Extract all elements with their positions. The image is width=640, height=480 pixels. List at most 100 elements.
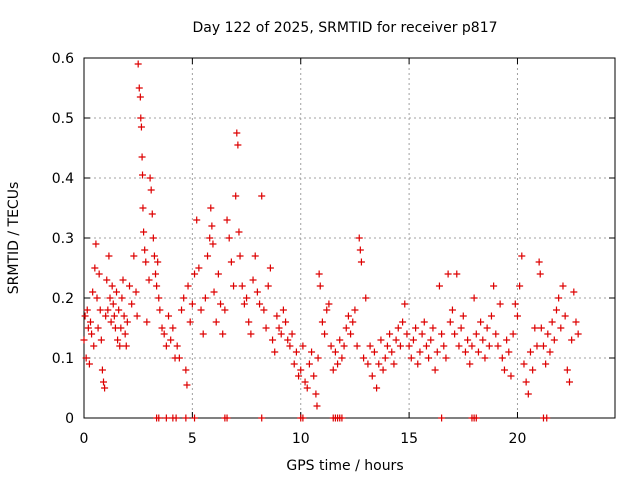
data-point	[85, 360, 93, 368]
data-point	[297, 366, 305, 374]
data-point	[146, 174, 154, 182]
data-point	[574, 330, 582, 338]
data-point	[105, 252, 113, 260]
data-point	[162, 414, 170, 422]
data-point	[206, 234, 214, 242]
data-point	[470, 294, 478, 302]
data-point	[223, 216, 231, 224]
data-point	[548, 318, 556, 326]
data-point	[128, 300, 136, 308]
data-point	[394, 324, 402, 332]
data-point	[91, 264, 99, 272]
data-point	[240, 300, 248, 308]
x-axis-label: GPS time / hours	[286, 458, 403, 474]
data-point	[533, 342, 541, 350]
data-point	[104, 306, 112, 314]
data-point	[149, 234, 157, 242]
data-point	[253, 288, 261, 296]
data-point	[286, 342, 294, 350]
data-point	[264, 282, 272, 290]
data-point	[381, 354, 389, 362]
data-point	[140, 228, 148, 236]
data-point	[479, 336, 487, 344]
data-point	[137, 114, 145, 122]
data-point	[362, 294, 370, 302]
data-point	[509, 330, 517, 338]
x-tick-label: 20	[509, 431, 527, 447]
data-point	[184, 282, 192, 290]
data-point	[178, 306, 186, 314]
data-point	[407, 354, 415, 362]
data-point	[316, 282, 324, 290]
data-point	[227, 258, 235, 266]
data-point	[153, 282, 161, 290]
data-point	[97, 336, 105, 344]
data-point	[572, 318, 580, 326]
data-point	[336, 336, 344, 344]
data-point	[507, 372, 515, 380]
data-point	[256, 300, 264, 308]
data-point	[435, 282, 443, 290]
data-point	[349, 318, 357, 326]
data-point	[329, 366, 337, 374]
data-point	[416, 348, 424, 356]
data-point	[258, 192, 266, 200]
data-point	[390, 360, 398, 368]
data-point	[303, 384, 311, 392]
data-point	[429, 324, 437, 332]
data-point	[260, 306, 268, 314]
data-point	[275, 324, 283, 332]
data-point	[474, 348, 482, 356]
data-point	[182, 414, 190, 422]
data-point	[106, 294, 114, 302]
data-point	[472, 414, 480, 422]
data-point	[160, 330, 168, 338]
data-point	[305, 360, 313, 368]
data-point	[152, 270, 160, 278]
data-point	[314, 354, 322, 362]
y-tick-label: 0	[65, 411, 74, 427]
data-point	[487, 312, 495, 320]
data-point	[483, 324, 491, 332]
data-point	[338, 354, 346, 362]
data-markers	[80, 60, 582, 422]
data-point	[511, 300, 519, 308]
data-point	[98, 366, 106, 374]
data-point	[448, 306, 456, 314]
data-point	[529, 366, 537, 374]
data-point	[520, 360, 528, 368]
data-point	[464, 336, 472, 344]
data-point	[139, 171, 147, 179]
data-point	[197, 306, 205, 314]
data-point	[295, 372, 303, 380]
data-point	[425, 354, 433, 362]
data-point	[249, 276, 257, 284]
data-point	[360, 354, 368, 362]
data-point	[344, 312, 352, 320]
data-point	[195, 264, 203, 272]
data-point	[412, 324, 420, 332]
data-point	[245, 318, 253, 326]
data-point	[230, 282, 238, 290]
data-point	[243, 294, 251, 302]
y-tick-label: 0.1	[52, 351, 74, 367]
data-point	[236, 252, 244, 260]
data-point	[137, 123, 145, 131]
data-point	[90, 342, 98, 350]
data-point	[468, 342, 476, 350]
data-point	[312, 390, 320, 398]
data-point	[126, 282, 134, 290]
data-point	[550, 336, 558, 344]
data-point	[84, 324, 92, 332]
x-tick-label: 10	[292, 431, 310, 447]
data-point	[100, 378, 108, 386]
data-point	[568, 336, 576, 344]
data-point	[481, 354, 489, 362]
data-point	[565, 378, 573, 386]
data-point	[351, 306, 359, 314]
data-point	[208, 222, 216, 230]
data-point	[155, 414, 163, 422]
y-tick-label: 0.3	[52, 231, 74, 247]
data-point	[182, 366, 190, 374]
